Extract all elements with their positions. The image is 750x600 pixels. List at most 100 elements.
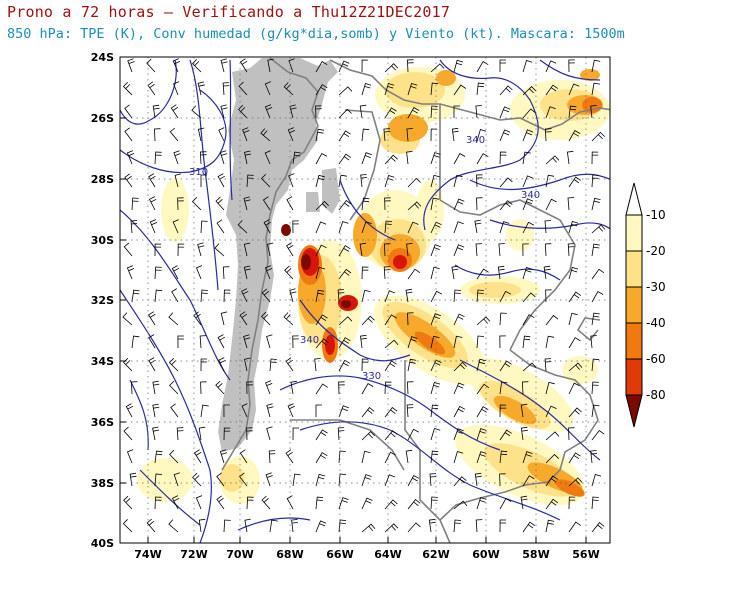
wind-barb (261, 311, 271, 326)
wind-barb (522, 151, 531, 165)
wind-barb (453, 174, 463, 188)
wind-barb (545, 84, 559, 96)
wind-barb (241, 403, 248, 418)
wind-barb (338, 316, 353, 326)
wind-barb (315, 152, 328, 165)
wind-barb (168, 519, 179, 533)
wind-barb (131, 197, 139, 211)
wind-barb (193, 449, 202, 464)
colorbar-labels: -10 -20 -30 -40 -60 -80 (646, 208, 666, 402)
wind-barb (568, 176, 581, 188)
wind-barb (499, 151, 507, 165)
lon-label: 74W (134, 548, 161, 561)
wind-barb (476, 61, 489, 73)
contour-label: 340 (300, 335, 319, 346)
wind-barb (522, 451, 533, 464)
wind-barb (361, 407, 375, 418)
wind-barb (262, 196, 271, 211)
wind-barb (130, 220, 138, 234)
wind-barb (522, 335, 531, 349)
wind-barb (475, 519, 483, 533)
wind-barb (407, 107, 420, 119)
wind-barb (129, 472, 137, 487)
lon-label: 62W (422, 548, 449, 561)
wind-barb (315, 496, 324, 510)
wind-barb (292, 220, 299, 234)
wind-barb (568, 337, 581, 349)
wind-barb (338, 359, 351, 372)
wind-barb (520, 403, 528, 418)
wind-barb (499, 59, 506, 72)
wind-barb (265, 380, 273, 395)
humidity-convergence-shading (137, 67, 610, 506)
wind-barb (568, 266, 579, 280)
wind-barb (239, 472, 248, 487)
wind-barb (264, 265, 273, 280)
wind-barb (453, 451, 464, 464)
colorbar-segment (625, 250, 643, 288)
wind-barb (260, 174, 271, 188)
wind-barb (591, 381, 599, 395)
wind-barb (384, 107, 397, 119)
wind-barb (499, 312, 507, 326)
wind-barb (199, 151, 207, 165)
wind-barb (453, 335, 463, 349)
wind-barb (476, 335, 484, 349)
wind-barb (453, 153, 466, 165)
wind-barb (314, 358, 321, 372)
wind-barb (407, 221, 419, 234)
wind-barb (200, 381, 207, 395)
colorbar-label: -30 (646, 280, 666, 294)
wind-barb (315, 244, 327, 257)
wind-barb (499, 381, 508, 395)
wind-barb (238, 104, 248, 119)
wind-barb (430, 428, 441, 441)
wind-barb (217, 173, 225, 188)
wind-barb (591, 151, 599, 165)
wind-barb (545, 60, 557, 73)
wind-barb (361, 289, 371, 303)
wind-barb (242, 127, 250, 142)
wind-barb (217, 334, 225, 349)
longitude-labels: 74W 72W 70W 68W 66W 64W 62W 60W 58W 56W (134, 548, 599, 561)
wind-barb (266, 403, 274, 418)
wind-barb (453, 198, 465, 211)
wind-barb (360, 174, 368, 188)
wind-barb (591, 224, 606, 234)
wind-barb (215, 196, 225, 211)
wind-barb (568, 59, 575, 73)
wind-barb (453, 428, 464, 441)
wind-barb (243, 196, 251, 211)
wind-barb (338, 60, 350, 73)
wind-barb (474, 219, 482, 234)
wind-barb (522, 267, 533, 280)
wind-barb (476, 406, 489, 418)
wind-barb (406, 128, 413, 142)
wind-barb (285, 449, 294, 464)
wind-barb (338, 174, 348, 188)
wind-barb (453, 500, 468, 510)
wind-barb (384, 290, 396, 303)
wind-barb (476, 383, 490, 395)
wind-barb (170, 104, 179, 119)
wind-barb (568, 312, 578, 326)
wind-barb (568, 407, 582, 418)
wind-barb (315, 314, 328, 326)
wind-barb (149, 219, 158, 234)
wind-barb (407, 522, 421, 533)
wind-barb (476, 82, 485, 96)
wind-barb (338, 473, 347, 487)
wind-barb (430, 450, 439, 464)
wind-barb (220, 104, 228, 119)
wind-barb (591, 174, 599, 188)
wind-barb (122, 82, 133, 96)
wind-barb (126, 265, 135, 280)
wind-barb (384, 63, 399, 73)
latitude-labels: 24S 26S 28S 30S 32S 34S 36S 38S 40S (91, 51, 114, 550)
wind-barb (195, 495, 203, 510)
wind-barb (520, 426, 528, 441)
wind-barb (590, 105, 597, 119)
contour-labels: 310 340 340 340 330 (189, 135, 540, 382)
wind-barb (453, 519, 462, 533)
